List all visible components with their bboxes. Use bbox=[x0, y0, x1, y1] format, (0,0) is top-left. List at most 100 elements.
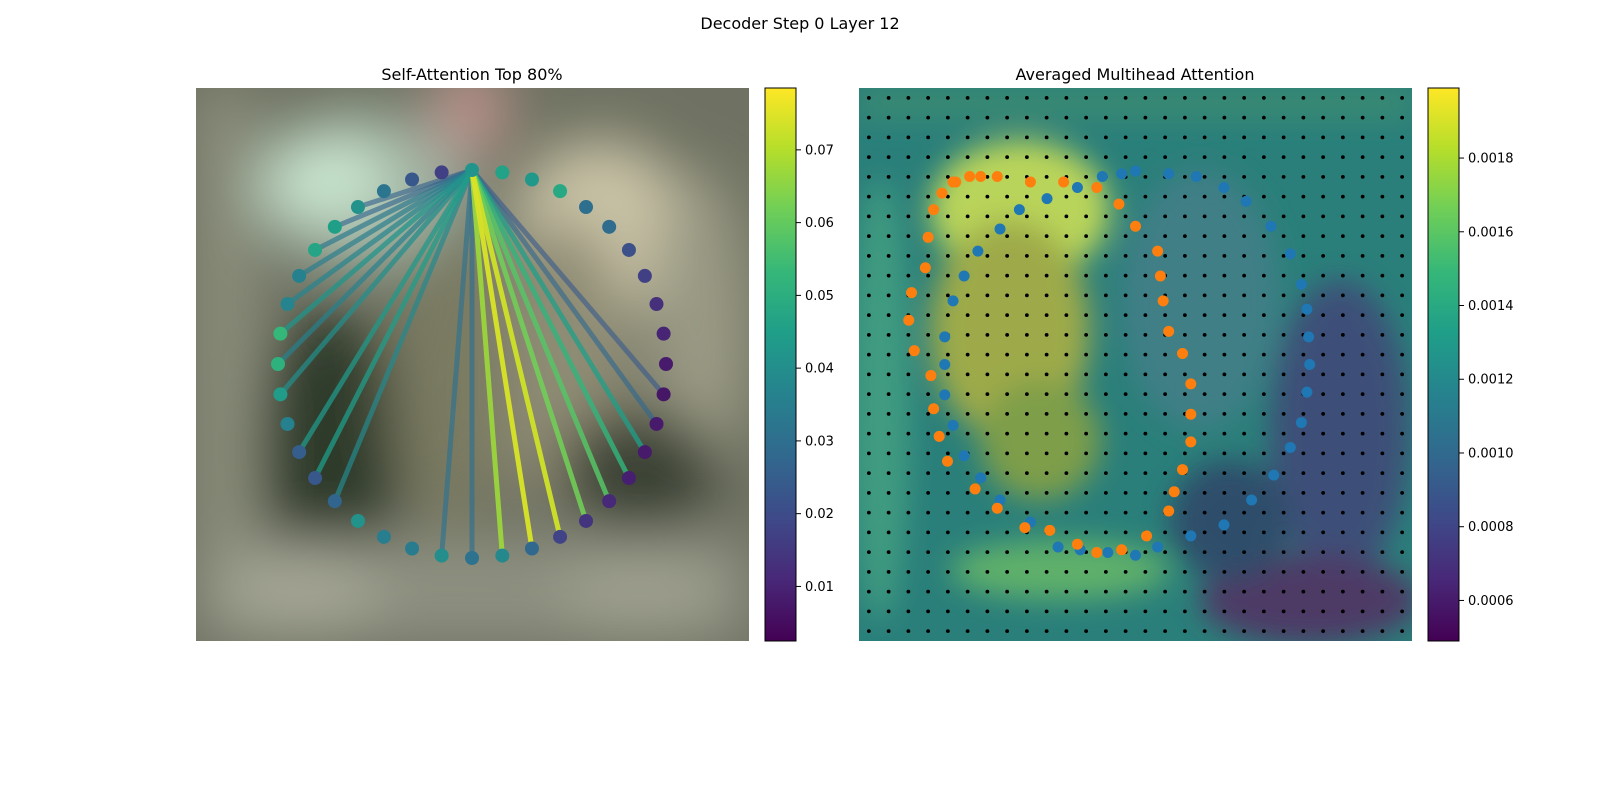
ring-point bbox=[405, 172, 420, 187]
grid-dot bbox=[1005, 530, 1010, 535]
grid-dot bbox=[945, 372, 950, 377]
grid-dot bbox=[1380, 313, 1385, 318]
grid-dot bbox=[1064, 234, 1069, 239]
grid-dot bbox=[1242, 234, 1247, 239]
grid-dot bbox=[866, 411, 871, 416]
contour-point bbox=[1113, 198, 1125, 210]
grid-dot bbox=[1242, 273, 1247, 278]
grid-dot bbox=[985, 510, 990, 515]
contour-point bbox=[1157, 295, 1169, 307]
grid-dot bbox=[1024, 490, 1029, 495]
grid-dot bbox=[1163, 253, 1168, 258]
grid-dot bbox=[1301, 135, 1306, 140]
grid-dot bbox=[1360, 115, 1365, 120]
grid-dot bbox=[886, 194, 891, 199]
grid-dot bbox=[1005, 510, 1010, 515]
grid-dot bbox=[1163, 194, 1168, 199]
grid-dot bbox=[1242, 629, 1247, 634]
grid-dot bbox=[965, 293, 970, 298]
grid-dot bbox=[1281, 451, 1286, 456]
grid-dot bbox=[886, 372, 891, 377]
grid-dot bbox=[985, 490, 990, 495]
grid-dot bbox=[1261, 234, 1266, 239]
grid-dot bbox=[1281, 273, 1286, 278]
attention-line bbox=[296, 167, 475, 279]
grid-dot bbox=[1340, 550, 1345, 555]
grid-dot bbox=[1301, 115, 1306, 120]
grid-dot bbox=[1005, 214, 1010, 219]
attention-line bbox=[312, 167, 475, 481]
grid-dot bbox=[926, 550, 931, 555]
grid-dot bbox=[1340, 293, 1345, 298]
grid-dot bbox=[1103, 569, 1108, 574]
contour-point bbox=[1019, 522, 1031, 534]
grid-dot bbox=[945, 234, 950, 239]
grid-dot bbox=[1123, 234, 1128, 239]
ring-point bbox=[350, 513, 365, 528]
grid-dot bbox=[886, 155, 891, 160]
grid-dot bbox=[1301, 629, 1306, 634]
grid-dot bbox=[985, 234, 990, 239]
contour-point bbox=[1185, 378, 1197, 390]
ring-point bbox=[649, 416, 664, 431]
grid-dot bbox=[1163, 629, 1168, 634]
grid-dot bbox=[1084, 471, 1089, 476]
grid-dot bbox=[1123, 411, 1128, 416]
grid-dot bbox=[1143, 490, 1148, 495]
grid-dot bbox=[1024, 293, 1029, 298]
grid-dot bbox=[1005, 332, 1010, 337]
grid-dot bbox=[1182, 214, 1187, 219]
grid-dot bbox=[1360, 530, 1365, 535]
grid-dot bbox=[1163, 471, 1168, 476]
grid-dot bbox=[1123, 372, 1128, 377]
grid-dot bbox=[1242, 392, 1247, 397]
grid-dot bbox=[1103, 95, 1108, 100]
grid-dot bbox=[1064, 352, 1069, 357]
grid-dot bbox=[1340, 273, 1345, 278]
grid-dot bbox=[1242, 609, 1247, 614]
grid-dot bbox=[965, 332, 970, 337]
grid-dot bbox=[886, 214, 891, 219]
grid-dot bbox=[886, 510, 891, 515]
grid-dot bbox=[906, 155, 911, 160]
grid-dot bbox=[1123, 135, 1128, 140]
grid-dot bbox=[1380, 629, 1385, 634]
contour-point bbox=[1152, 541, 1164, 553]
grid-dot bbox=[1281, 194, 1286, 199]
grid-dot bbox=[1360, 352, 1365, 357]
grid-dot bbox=[1380, 95, 1385, 100]
grid-dot bbox=[1400, 155, 1405, 160]
grid-dot bbox=[866, 253, 871, 258]
grid-dot bbox=[886, 95, 891, 100]
grid-dot bbox=[985, 155, 990, 160]
contour-point bbox=[1116, 544, 1128, 556]
grid-dot bbox=[1024, 411, 1029, 416]
grid-dot bbox=[926, 115, 931, 120]
grid-dot bbox=[886, 392, 891, 397]
contour-point bbox=[919, 262, 931, 274]
grid-dot bbox=[1084, 313, 1089, 318]
grid-dot bbox=[1005, 253, 1010, 258]
grid-dot bbox=[866, 490, 871, 495]
grid-dot bbox=[985, 95, 990, 100]
grid-dot bbox=[965, 431, 970, 436]
grid-dot bbox=[886, 451, 891, 456]
grid-dot bbox=[1044, 451, 1049, 456]
grid-dot bbox=[1064, 569, 1069, 574]
grid-dot bbox=[1360, 471, 1365, 476]
grid-dot bbox=[866, 392, 871, 397]
grid-dot bbox=[866, 332, 871, 337]
contour-point bbox=[922, 231, 934, 243]
grid-dot bbox=[1321, 392, 1326, 397]
grid-dot bbox=[1044, 490, 1049, 495]
grid-dot bbox=[906, 352, 911, 357]
grid-dot bbox=[1400, 569, 1405, 574]
grid-dot bbox=[1400, 451, 1405, 456]
grid-dot bbox=[886, 293, 891, 298]
grid-dot bbox=[906, 273, 911, 278]
grid-dot bbox=[1044, 234, 1049, 239]
grid-dot bbox=[926, 135, 931, 140]
colorbar-2-tick-label: 0.0014 bbox=[1468, 299, 1514, 314]
grid-dot bbox=[1400, 194, 1405, 199]
grid-dot bbox=[1340, 490, 1345, 495]
